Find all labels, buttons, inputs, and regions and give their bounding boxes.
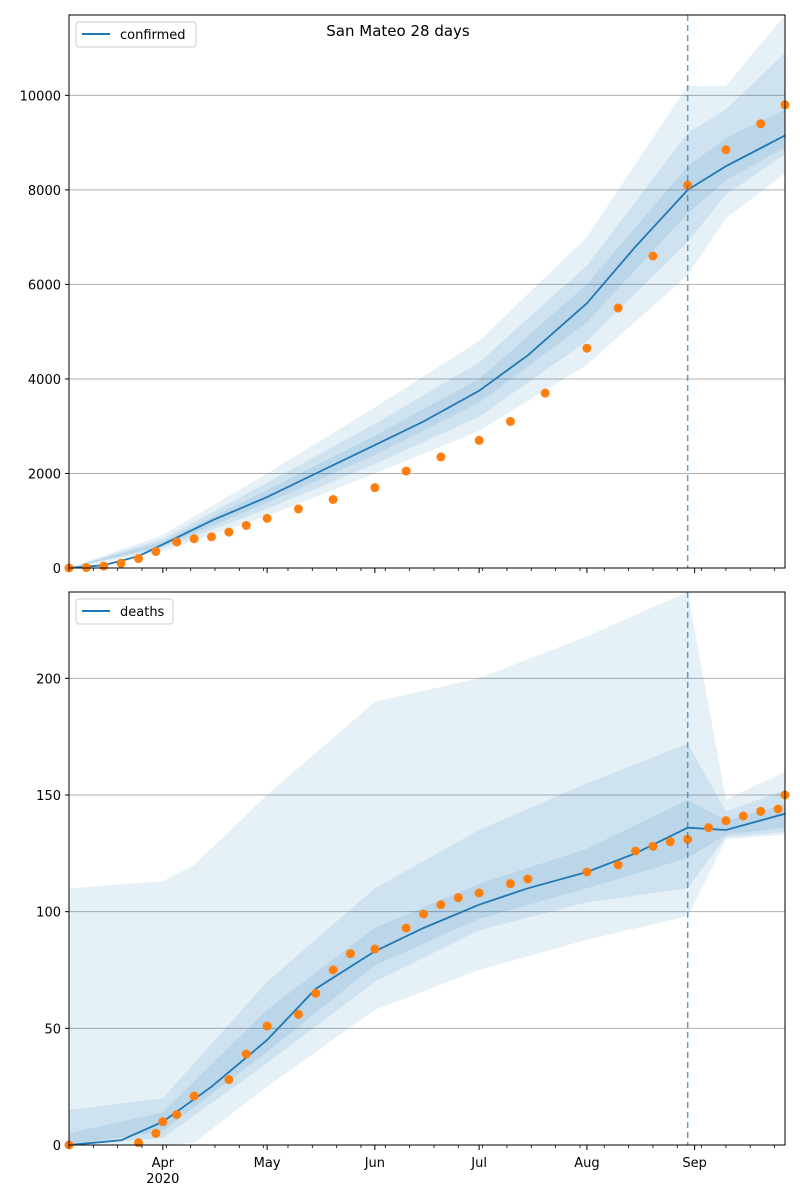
observed-point	[665, 837, 675, 847]
observed-point	[738, 811, 748, 821]
observed-point	[756, 806, 766, 816]
observed-point	[648, 841, 658, 851]
observed-point	[401, 466, 411, 476]
x-tick-label: Jul	[470, 1156, 487, 1171]
observed-point	[756, 119, 766, 129]
observed-point	[419, 909, 429, 919]
observed-point	[453, 893, 463, 903]
observed-point	[346, 949, 356, 959]
x-tick-label: Jun	[364, 1156, 385, 1171]
x-year-label: 2020	[146, 1172, 179, 1187]
observed-point	[721, 145, 731, 155]
observed-point	[224, 527, 234, 537]
y-tick-label: 50	[44, 1022, 61, 1037]
observed-point	[262, 1021, 272, 1031]
y-tick-label: 150	[36, 789, 61, 804]
legend-label-confirmed: confirmed	[120, 28, 186, 43]
plot-area: 0 50 100 150 200	[36, 591, 790, 1154]
observed-point	[773, 804, 783, 814]
observed-point	[474, 888, 484, 898]
observed-point	[116, 558, 126, 568]
x-axis-labels: Apr May Jun Jul Aug Sep 2020	[146, 1156, 707, 1187]
observed-point	[172, 537, 182, 547]
observed-point	[401, 923, 411, 933]
x-tick-label: Apr	[152, 1156, 175, 1171]
y-tick-label: 10000	[20, 89, 61, 104]
observed-point	[158, 1117, 168, 1127]
observed-point	[151, 546, 161, 556]
observed-point	[224, 1075, 234, 1085]
band-inner	[69, 109, 785, 568]
plot-area: 0 2000 4000 6000 8000 10000	[20, 14, 790, 577]
y-tick-label: 0	[53, 1139, 61, 1154]
chart-title: San Mateo 28 days	[326, 22, 470, 40]
legend-deaths: deaths	[75, 598, 174, 625]
y-tick-label: 100	[36, 906, 61, 921]
y-tick-label: 8000	[28, 184, 61, 199]
observed-point	[172, 1110, 182, 1120]
x-tick-label: May	[254, 1156, 281, 1171]
y-tick-label: 2000	[28, 467, 61, 482]
observed-point	[207, 532, 217, 542]
legend-box	[75, 598, 174, 625]
observed-point	[474, 435, 484, 445]
observed-point	[721, 816, 731, 826]
axes-frame	[68, 591, 786, 1146]
x-tick-label: Aug	[574, 1156, 599, 1171]
observed-point	[370, 483, 380, 493]
observed-point	[241, 520, 251, 530]
x-tick-label: Sep	[682, 1156, 707, 1171]
observed-point	[613, 303, 623, 313]
observed-point	[311, 988, 321, 998]
observed-point	[582, 343, 592, 353]
observed-point	[328, 965, 338, 975]
axes-frame	[68, 14, 786, 569]
observed-point	[704, 823, 714, 833]
panel-confirmed: 0 2000 4000 6000 8000 10000 confirmed	[20, 14, 790, 577]
observed-point	[241, 1049, 251, 1059]
y-tick-label: 6000	[28, 278, 61, 293]
band-middle	[69, 743, 785, 1145]
observed-point	[370, 944, 380, 954]
observed-point	[631, 846, 641, 856]
observed-point	[436, 900, 446, 910]
observed-point	[189, 534, 199, 544]
observed-point	[189, 1091, 199, 1101]
band-outer	[69, 592, 785, 1145]
observed-point	[582, 867, 592, 877]
observed-point	[648, 251, 658, 261]
observed-point	[99, 561, 109, 571]
legend-confirmed: confirmed	[75, 21, 197, 48]
observed-point	[293, 1009, 303, 1019]
model-median-line	[68, 134, 786, 569]
observed-point	[523, 874, 533, 884]
observed-point	[505, 416, 515, 426]
band-inner	[69, 799, 785, 1145]
observed-point	[151, 1128, 161, 1138]
panel-deaths: 0 50 100 150 200 deaths	[36, 591, 790, 1154]
observed-point	[613, 860, 623, 870]
observed-point	[505, 879, 515, 889]
model-median-line	[68, 812, 786, 1146]
observed-point	[134, 554, 144, 564]
observed-point	[293, 504, 303, 514]
observed-point	[436, 452, 446, 462]
observed-point	[328, 494, 338, 504]
observed-point	[262, 513, 272, 523]
observed-point	[540, 388, 550, 398]
legend-box	[75, 21, 197, 48]
band-outer	[69, 15, 785, 568]
y-tick-label: 4000	[28, 373, 61, 388]
y-tick-label: 200	[36, 672, 61, 687]
legend-label-deaths: deaths	[120, 605, 165, 620]
y-tick-label: 0	[53, 562, 61, 577]
observed-point	[683, 834, 693, 844]
